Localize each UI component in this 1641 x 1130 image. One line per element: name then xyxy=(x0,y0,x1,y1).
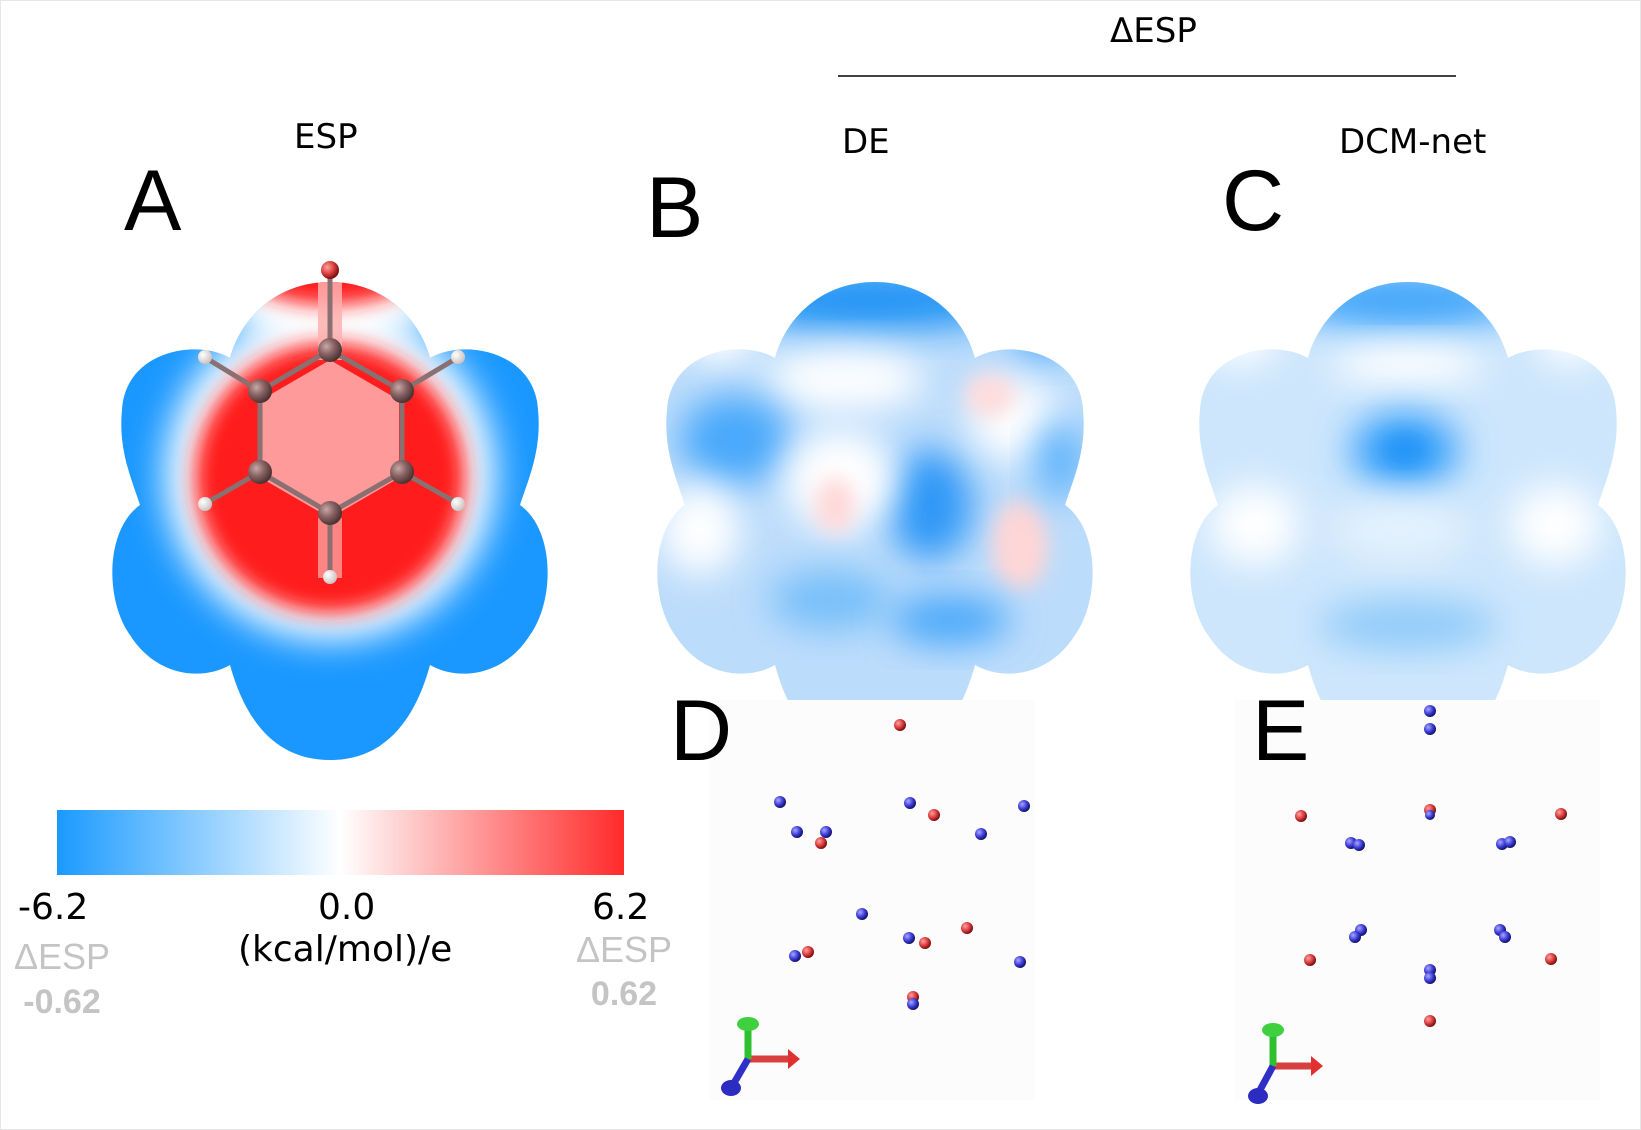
colorbar xyxy=(57,810,624,875)
panel-a-title: ESP xyxy=(294,117,358,157)
panel-letter-b: B xyxy=(646,160,704,256)
carbon-atom xyxy=(390,460,414,484)
panel-c-title: DCM-net xyxy=(1339,122,1487,162)
hydrogen-atom xyxy=(198,350,212,364)
panel-letter-a: A xyxy=(124,153,182,249)
hydrogen-atom xyxy=(323,570,337,584)
panel-e-charge-points xyxy=(1295,705,1567,1027)
panel-c-dcm-net-delta-surface xyxy=(1190,282,1626,760)
carbon-atom xyxy=(248,460,272,484)
panel-a-esp-surface xyxy=(112,261,548,760)
colorbar-mid-label: 0.0 xyxy=(318,887,376,928)
panel-e-axis-triad xyxy=(1248,1023,1323,1104)
colorbar-max-label: 6.2 xyxy=(592,887,650,928)
delta-esp-header: ΔESP xyxy=(1110,11,1197,51)
colorbar-min-label: -6.2 xyxy=(18,887,89,928)
panel-e-background xyxy=(1235,700,1600,1100)
panel-d-axis-triad xyxy=(721,1017,800,1096)
carbon-atom xyxy=(248,379,272,403)
hydrogen-atom xyxy=(198,497,212,511)
panel-letter-c: C xyxy=(1222,153,1285,249)
carbon-atom xyxy=(390,379,414,403)
hydrogen-atom xyxy=(451,350,465,364)
panel-b-de-delta-surface xyxy=(657,282,1093,760)
panel-d-charges xyxy=(710,700,1035,1100)
panel-letter-d: D xyxy=(670,683,733,779)
carbon-atom xyxy=(318,338,342,362)
delta-esp-right-label: ΔESP xyxy=(575,929,673,970)
panel-e-charges xyxy=(1235,700,1600,1104)
hydrogen-atom xyxy=(451,497,465,511)
delta-esp-max-value: 0.62 xyxy=(590,975,658,1013)
oxygen-atom xyxy=(321,261,339,279)
colorbar-unit-label: (kcal/mol)/e xyxy=(238,929,453,970)
panel-d-background xyxy=(710,700,1035,1100)
delta-esp-min-value: -0.62 xyxy=(23,983,101,1021)
panel-letter-e: E xyxy=(1252,683,1310,779)
delta-esp-left-label: ΔESP xyxy=(13,936,111,977)
carbon-atom xyxy=(318,501,342,525)
panel-b-title: DE xyxy=(842,122,890,162)
panel-d-charge-points xyxy=(774,719,1030,1010)
